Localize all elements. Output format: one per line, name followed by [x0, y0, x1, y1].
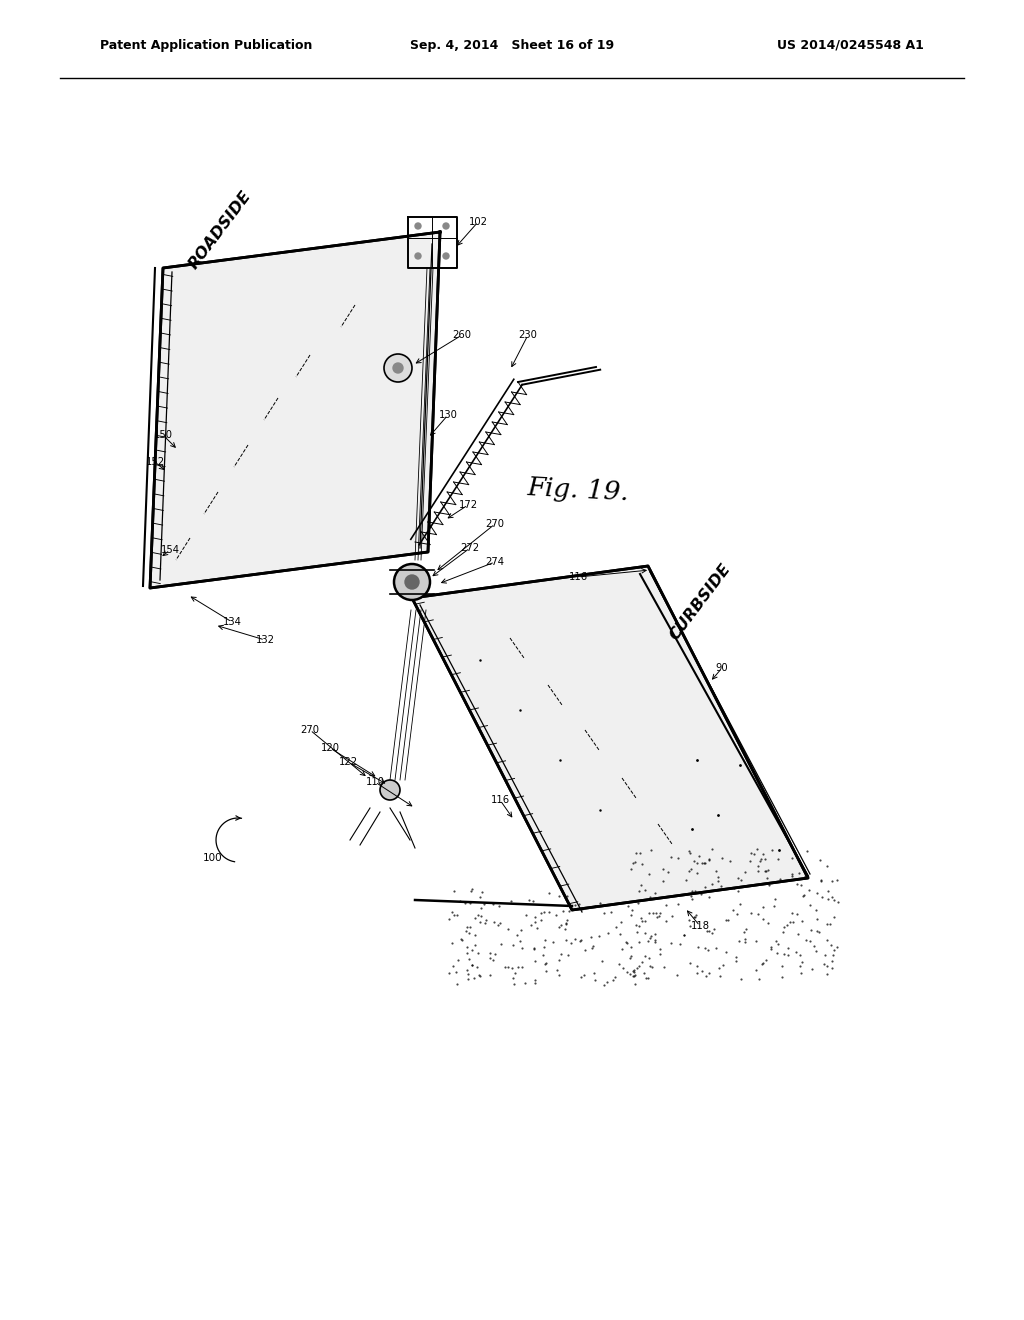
Circle shape [393, 363, 403, 374]
Polygon shape [412, 566, 808, 909]
Text: 134: 134 [222, 616, 242, 627]
Text: 152: 152 [145, 457, 165, 467]
Text: 130: 130 [438, 411, 458, 420]
Text: 154: 154 [161, 545, 179, 554]
Text: 116: 116 [568, 572, 588, 582]
Circle shape [415, 223, 421, 228]
Text: ROADSIDE: ROADSIDE [186, 189, 254, 272]
Text: 150: 150 [154, 430, 172, 440]
Text: Sep. 4, 2014   Sheet 16 of 19: Sep. 4, 2014 Sheet 16 of 19 [410, 38, 614, 51]
Text: 118: 118 [690, 921, 710, 931]
Text: 274: 274 [485, 557, 505, 568]
Text: US 2014/0245548 A1: US 2014/0245548 A1 [777, 38, 924, 51]
Circle shape [384, 354, 412, 381]
Circle shape [394, 564, 430, 601]
Text: CURBSIDE: CURBSIDE [667, 561, 733, 643]
Circle shape [380, 780, 400, 800]
Text: 272: 272 [461, 543, 479, 553]
Text: 122: 122 [339, 756, 357, 767]
Circle shape [443, 223, 449, 228]
Text: 90: 90 [716, 663, 728, 673]
Text: 120: 120 [321, 743, 340, 752]
Text: 172: 172 [459, 500, 477, 510]
Text: 116: 116 [490, 795, 510, 805]
Text: 260: 260 [453, 330, 471, 341]
Text: 270: 270 [485, 519, 505, 529]
Text: Fig. 19.: Fig. 19. [526, 475, 630, 506]
Text: 100: 100 [203, 853, 223, 863]
Text: 132: 132 [256, 635, 274, 645]
Text: 270: 270 [300, 725, 319, 735]
Polygon shape [150, 232, 440, 587]
Circle shape [415, 253, 421, 259]
Text: 102: 102 [469, 216, 487, 227]
Circle shape [443, 253, 449, 259]
Text: 230: 230 [518, 330, 538, 341]
Text: Patent Application Publication: Patent Application Publication [100, 38, 312, 51]
Circle shape [406, 576, 419, 589]
Text: 110: 110 [366, 777, 384, 787]
